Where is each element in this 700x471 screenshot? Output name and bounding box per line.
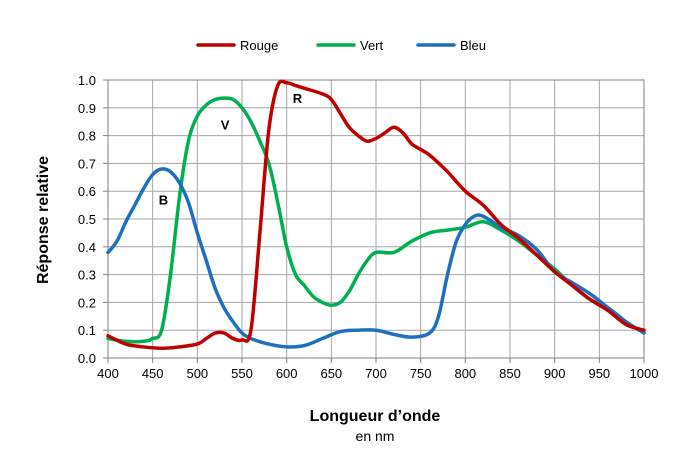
x-tick-label: 800 <box>454 366 476 381</box>
y-tick-label: 0.7 <box>78 156 96 171</box>
x-tick-label: 500 <box>186 366 208 381</box>
series-line-rouge <box>106 79 646 351</box>
legend-label-bleu: Bleu <box>460 38 486 53</box>
y-tick-label: 0.3 <box>78 268 96 283</box>
chart-grid <box>103 79 645 363</box>
x-tick-label: 900 <box>544 366 566 381</box>
x-axis-tick-labels: 400 450 500 550 600 650 700 750 800 850 900 950 1000 <box>97 366 658 381</box>
curve-annotations: R V B <box>159 91 303 207</box>
plot-frame <box>107 79 645 359</box>
x-axis-subtitle: en nm <box>356 428 395 444</box>
x-tick-label: 850 <box>499 366 521 381</box>
y-tick-label: 1.0 <box>78 73 96 88</box>
x-tick-label: 700 <box>365 366 387 381</box>
y-tick-label: 0.5 <box>78 212 96 227</box>
legend-label-rouge: Rouge <box>240 38 278 53</box>
curve-annotation-v: V <box>221 117 230 132</box>
plot-area-border <box>107 79 645 359</box>
series-lines <box>106 79 646 351</box>
y-axis-tick-labels: 0.0 0.1 0.2 0.3 0.4 0.5 0.6 0.7 0.8 0.9 1.0 <box>78 73 96 366</box>
y-tick-label: 0.4 <box>78 240 96 255</box>
y-tick-label: 0.6 <box>78 184 96 199</box>
series-line-bleu <box>106 167 646 349</box>
series-line-vert <box>106 96 646 344</box>
x-axis-title: Longueur d’onde <box>310 408 441 425</box>
x-tick-label: 1000 <box>630 366 659 381</box>
x-tick-label: 550 <box>231 366 253 381</box>
y-tick-label: 0.9 <box>78 101 96 116</box>
x-tick-label: 400 <box>97 366 119 381</box>
x-tick-label: 450 <box>142 366 164 381</box>
x-tick-label: 950 <box>588 366 610 381</box>
x-tick-label: 650 <box>320 366 342 381</box>
x-tick-label: 600 <box>276 366 298 381</box>
y-tick-label: 0.0 <box>78 351 96 366</box>
y-tick-label: 0.8 <box>78 129 96 144</box>
y-tick-label: 0.1 <box>78 323 96 338</box>
curve-annotation-r: R <box>293 91 303 106</box>
chart-legend: Rouge Vert Bleu <box>196 38 486 53</box>
y-tick-label: 0.2 <box>78 295 96 310</box>
y-axis-title: Réponse relative <box>35 156 52 284</box>
curve-annotation-b: B <box>159 193 168 208</box>
x-tick-label: 750 <box>410 366 432 381</box>
legend-label-vert: Vert <box>360 38 384 53</box>
